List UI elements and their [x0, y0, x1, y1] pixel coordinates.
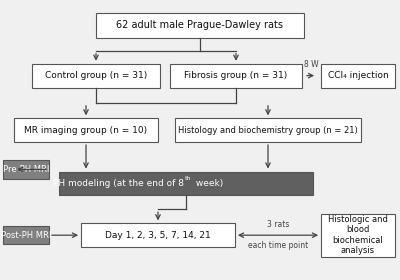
Text: CCl₄ injection: CCl₄ injection: [328, 71, 388, 80]
FancyBboxPatch shape: [170, 64, 302, 87]
FancyBboxPatch shape: [321, 64, 395, 87]
Text: Post-PH MRI: Post-PH MRI: [1, 231, 51, 240]
Text: th: th: [184, 176, 191, 181]
Text: Pre-PH MRI: Pre-PH MRI: [3, 165, 49, 174]
FancyBboxPatch shape: [59, 171, 313, 195]
FancyBboxPatch shape: [3, 160, 49, 179]
FancyBboxPatch shape: [32, 64, 160, 87]
Text: 62 adult male Prague-Dawley rats: 62 adult male Prague-Dawley rats: [116, 20, 284, 30]
Text: each time point: each time point: [248, 241, 308, 250]
Text: 3 rats: 3 rats: [267, 220, 289, 229]
Text: Control group (n = 31): Control group (n = 31): [45, 71, 147, 80]
FancyBboxPatch shape: [14, 118, 158, 142]
FancyBboxPatch shape: [3, 226, 49, 244]
Text: 8 W: 8 W: [304, 60, 318, 69]
FancyBboxPatch shape: [96, 13, 304, 38]
Text: Day 1, 2, 3, 5, 7, 14, 21: Day 1, 2, 3, 5, 7, 14, 21: [105, 231, 211, 240]
Text: MR imaging group (n = 10): MR imaging group (n = 10): [24, 126, 148, 135]
Text: week): week): [193, 179, 223, 188]
Text: Histologic and
blood
biochemical
analysis: Histologic and blood biochemical analysi…: [328, 215, 388, 255]
Text: PH modeling (at the end of 8: PH modeling (at the end of 8: [53, 179, 184, 188]
Text: Histology and biochemistry group (n = 21): Histology and biochemistry group (n = 21…: [178, 126, 358, 135]
FancyBboxPatch shape: [81, 223, 235, 247]
Text: Fibrosis group (n = 31): Fibrosis group (n = 31): [184, 71, 288, 80]
FancyBboxPatch shape: [321, 213, 395, 257]
FancyBboxPatch shape: [175, 118, 361, 142]
